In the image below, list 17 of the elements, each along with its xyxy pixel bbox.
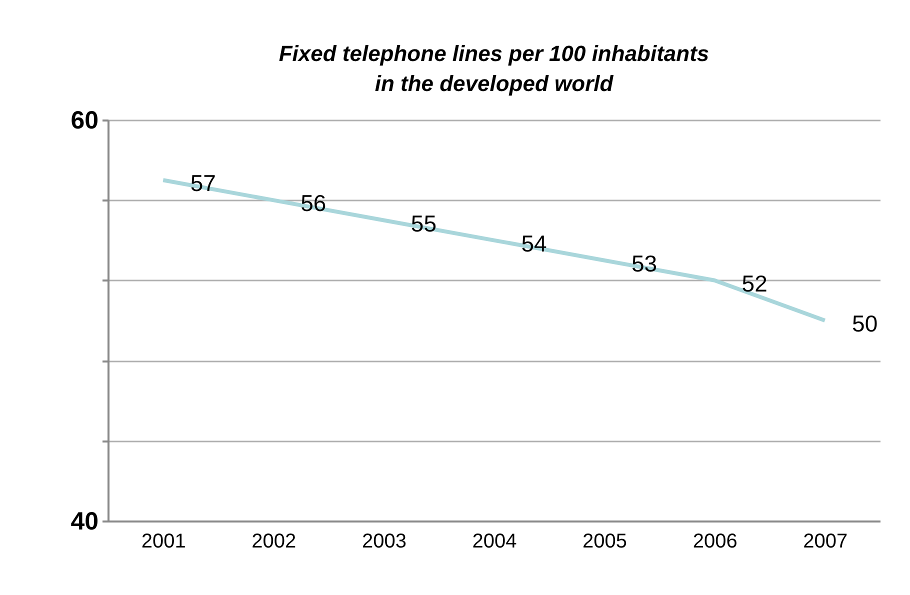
x-tick-label: 2006 xyxy=(692,530,738,552)
chart-title: Fixed telephone lines per 100 inhabitants in the developed world xyxy=(278,41,710,96)
data-label: 52 xyxy=(742,270,768,296)
x-tick-label: 2007 xyxy=(803,530,848,552)
data-label: 57 xyxy=(190,170,216,196)
data-label: 56 xyxy=(300,190,326,216)
x-tick-label: 2001 xyxy=(141,530,186,552)
data-label: 50 xyxy=(852,310,878,336)
data-label: 54 xyxy=(521,230,547,256)
x-tick-label: 2002 xyxy=(252,530,296,552)
y-tick-label: 40 xyxy=(70,508,98,536)
y-tick-label: 60 xyxy=(70,106,98,134)
data-label: 53 xyxy=(631,250,658,276)
x-tick-label: 2005 xyxy=(582,530,628,552)
data-label: 55 xyxy=(410,210,437,236)
x-tick-label: 2003 xyxy=(362,530,406,552)
x-tick-label: 2004 xyxy=(472,530,517,552)
